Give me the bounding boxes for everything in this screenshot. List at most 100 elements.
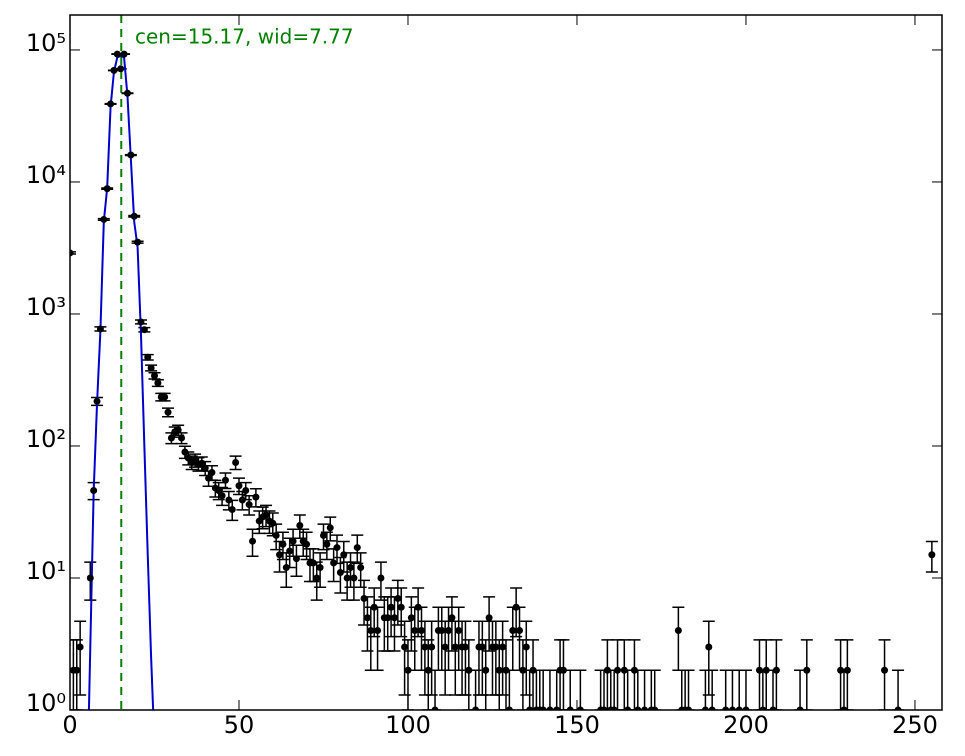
data-point (289, 537, 297, 545)
data-point (340, 551, 348, 559)
data-point (482, 666, 490, 674)
x-tick-label: 0 (62, 711, 77, 739)
data-point (370, 603, 378, 611)
data-point (123, 89, 131, 97)
data-point (262, 511, 270, 519)
data-point (309, 559, 317, 567)
data-point (465, 666, 473, 674)
data-point (728, 706, 736, 710)
data-point (181, 448, 189, 456)
data-point (276, 551, 284, 559)
data-point (708, 706, 716, 710)
data-point (245, 501, 253, 509)
data-point (472, 706, 480, 710)
data-point (242, 487, 250, 495)
data-point (377, 574, 385, 582)
data-point (215, 487, 223, 495)
data-point (448, 614, 456, 622)
data-point (96, 325, 104, 333)
y-tick-label: 10⁵ (26, 29, 66, 57)
data-point (100, 215, 108, 223)
error-bar (500, 639, 512, 710)
data-point (404, 666, 412, 674)
data-point (232, 458, 240, 466)
data-point (755, 666, 763, 674)
data-point (519, 666, 527, 674)
data-point (205, 474, 213, 482)
data-point (651, 706, 659, 710)
data-point (313, 574, 321, 582)
data-point (705, 643, 713, 651)
data-point (421, 643, 429, 651)
data-point (154, 379, 162, 387)
data-point (512, 603, 520, 611)
data-point (674, 627, 682, 635)
data-point (178, 434, 186, 442)
data-point (576, 706, 584, 710)
data-point (363, 614, 371, 622)
data-point (316, 564, 324, 572)
data-point (492, 643, 500, 651)
data-point (343, 574, 351, 582)
data-point (407, 614, 415, 622)
x-tick-label: 50 (224, 711, 255, 739)
data-point (603, 666, 611, 674)
data-point (350, 574, 358, 582)
data-point (394, 594, 402, 602)
data-point (282, 564, 290, 572)
data-point (198, 459, 206, 467)
x-tick-label: 250 (892, 711, 938, 739)
y-tick-label: 10² (26, 425, 66, 453)
data-point (431, 706, 439, 710)
data-point (742, 706, 750, 710)
data-point (374, 627, 382, 635)
data-point (843, 666, 851, 674)
data-point (117, 65, 125, 73)
data-point (485, 614, 493, 622)
data-point (438, 627, 446, 635)
error-bar (841, 639, 854, 710)
y-tick-label: 10⁰ (26, 689, 66, 717)
data-point (620, 666, 628, 674)
data-point (120, 50, 128, 58)
data-point (762, 666, 770, 674)
error-bar (557, 639, 570, 710)
error-bar (628, 639, 641, 710)
data-point (113, 50, 121, 58)
data-point (610, 706, 618, 710)
data-point (387, 603, 395, 611)
data-point (326, 524, 334, 532)
data-point (495, 666, 503, 674)
y-tick-label: 10³ (26, 293, 66, 321)
data-point (803, 666, 811, 674)
data-point (553, 706, 561, 710)
error-bar (601, 639, 614, 710)
data-point (144, 353, 152, 361)
data-point (390, 614, 398, 622)
error-bar (760, 639, 773, 710)
data-point (303, 540, 311, 548)
data-point (735, 706, 743, 710)
data-point (353, 544, 361, 552)
data-point (641, 706, 649, 710)
data-point (505, 706, 513, 710)
data-point (296, 521, 304, 529)
data-point (347, 564, 355, 572)
data-point (319, 531, 327, 539)
data-point (130, 212, 138, 220)
data-point (90, 487, 98, 495)
data-point (249, 537, 257, 545)
error-bar (682, 669, 695, 710)
error-bar (462, 639, 475, 710)
data-point (279, 540, 287, 548)
data-point (110, 66, 118, 74)
data-point (441, 643, 449, 651)
data-point (127, 151, 135, 159)
data-point (323, 540, 331, 548)
data-point (228, 506, 236, 514)
error-bar (878, 639, 891, 710)
data-point (837, 666, 845, 674)
error-bar (770, 639, 783, 710)
data-point (630, 666, 638, 674)
error-bar (74, 620, 87, 696)
